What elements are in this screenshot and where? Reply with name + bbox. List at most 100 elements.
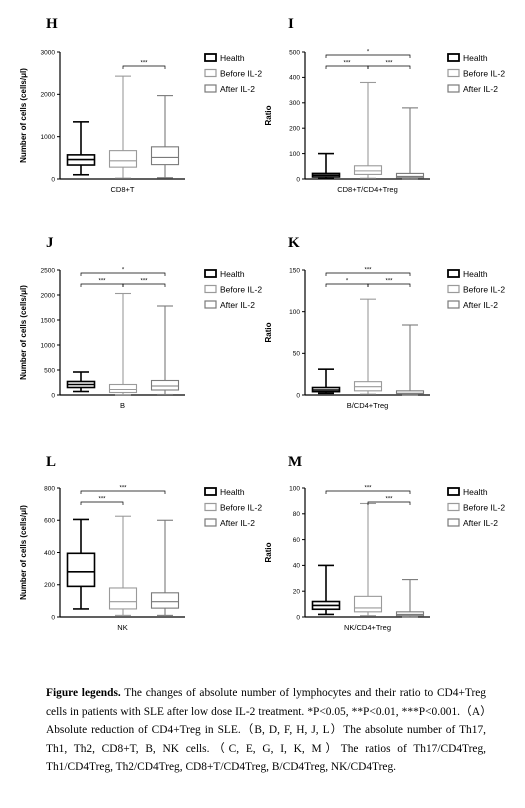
box-iqr	[150, 146, 180, 166]
x-category-label-J: B	[120, 401, 125, 410]
legend-label-health: Health	[220, 487, 245, 497]
box-K-1	[353, 298, 383, 395]
box-iqr	[353, 165, 383, 175]
y-tick-label-I: 200	[289, 126, 300, 133]
y-axis-title-K: Ratio	[264, 322, 273, 342]
y-axis-title-H: Number of cells (cells/μl)	[19, 68, 28, 163]
legend-label-after: After IL-2	[220, 84, 255, 94]
significance-label-K: *	[346, 279, 349, 285]
y-tick-label-I: 300	[289, 100, 300, 107]
box-K-2	[395, 324, 425, 396]
box-M-1	[353, 502, 383, 617]
significance-bracket-L	[80, 490, 166, 494]
x-category-label-L: NK	[117, 623, 127, 632]
significance-label-L: ***	[119, 486, 127, 492]
y-tick-label-J: 2500	[41, 267, 56, 274]
y-tick-label-L: 0	[51, 614, 55, 621]
panel-letter-K: K	[288, 235, 300, 251]
box-iqr	[150, 592, 180, 609]
box-H-1	[108, 75, 138, 179]
legend-swatch-health	[204, 487, 217, 496]
box-iqr	[353, 595, 383, 613]
box-I-2	[395, 107, 425, 180]
box-iqr	[395, 390, 425, 395]
significance-label-I: ***	[343, 61, 351, 67]
y-tick-label-M: 80	[293, 511, 301, 518]
legend-swatch-after	[447, 84, 460, 93]
legend-swatch-before	[447, 502, 460, 512]
legend-swatch-after	[204, 300, 217, 309]
panel-letter-I: I	[288, 16, 294, 32]
y-tick-label-L: 400	[44, 550, 55, 557]
y-axis-title-L: Number of cells (cells/μl)	[19, 505, 28, 600]
legend-label-before: Before IL-2	[463, 503, 505, 513]
legend-label-before: Before IL-2	[220, 503, 262, 513]
legend-swatch-after	[204, 518, 217, 527]
legend-swatch-after	[447, 518, 460, 527]
significance-bracket-M	[325, 490, 411, 494]
significance-bracket-J	[122, 283, 166, 287]
legend-label-health: Health	[463, 487, 488, 497]
legend-label-after: After IL-2	[463, 518, 498, 528]
y-tick-label-M: 100	[289, 485, 300, 492]
panel-letter-J: J	[46, 235, 54, 251]
box-L-0	[66, 518, 96, 610]
box-iqr	[108, 150, 138, 168]
y-tick-label-L: 600	[44, 518, 55, 525]
x-category-label-M: NK/CD4+Treg	[344, 623, 391, 632]
legend-label-before: Before IL-2	[220, 69, 262, 79]
legend-swatch-before	[204, 68, 217, 78]
box-H-0	[66, 121, 96, 176]
y-tick-label-I: 0	[296, 176, 300, 183]
panel-letter-M: M	[288, 454, 302, 470]
panel-letter-L: L	[46, 454, 56, 470]
significance-label-M: ***	[364, 486, 372, 492]
significance-label-L: ***	[98, 497, 106, 503]
significance-label-K: ***	[364, 268, 372, 274]
legend-label-before: Before IL-2	[463, 285, 505, 295]
box-iqr	[66, 552, 96, 588]
box-iqr	[395, 611, 425, 617]
legend-swatch-before	[204, 284, 217, 294]
y-tick-label-M: 40	[293, 563, 301, 570]
box-iqr	[108, 587, 138, 610]
y-tick-label-H: 1000	[41, 134, 56, 141]
y-tick-label-H: 3000	[41, 49, 56, 56]
significance-label-J: ***	[140, 279, 148, 285]
x-category-label-K: B/CD4+Treg	[347, 401, 389, 410]
significance-label-M: ***	[385, 497, 393, 503]
y-tick-label-H: 2000	[41, 92, 56, 99]
legend-label-health: Health	[220, 53, 245, 63]
caption-label: Figure legends.	[46, 687, 121, 699]
box-iqr	[150, 379, 180, 391]
significance-label-K: ***	[385, 279, 393, 285]
y-tick-label-K: 50	[293, 351, 301, 358]
y-tick-label-I: 500	[289, 49, 300, 56]
box-iqr	[395, 172, 425, 179]
significance-label-I: ***	[385, 61, 393, 67]
y-tick-label-K: 0	[296, 392, 300, 399]
y-tick-label-M: 0	[296, 614, 300, 621]
legend-swatch-health	[447, 487, 460, 496]
y-tick-label-J: 1500	[41, 317, 56, 324]
legend-label-health: Health	[220, 269, 245, 279]
box-H-2	[150, 95, 180, 179]
legend-swatch-before	[447, 68, 460, 78]
legend-swatch-health	[447, 53, 460, 62]
box-I-0	[311, 152, 341, 180]
y-tick-label-M: 60	[293, 537, 301, 544]
legend-label-after: After IL-2	[220, 518, 255, 528]
box-iqr	[108, 383, 138, 394]
y-tick-label-J: 1000	[41, 342, 56, 349]
box-J-0	[66, 371, 96, 393]
y-tick-label-M: 20	[293, 589, 301, 596]
panel-letter-H: H	[46, 16, 58, 32]
legend-swatch-after	[447, 300, 460, 309]
legend-swatch-before	[204, 502, 217, 512]
y-tick-label-I: 400	[289, 75, 300, 82]
box-J-2	[150, 305, 180, 396]
significance-bracket-K	[367, 283, 411, 287]
significance-label-J: *	[122, 268, 125, 274]
y-tick-label-J: 0	[51, 392, 55, 399]
